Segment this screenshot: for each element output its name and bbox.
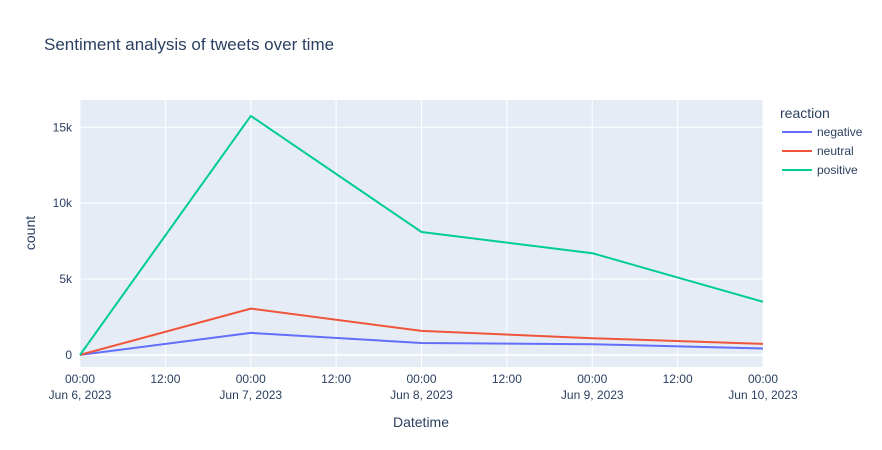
series-line-neutral <box>79 307 764 356</box>
y-tick-label: 0 <box>65 348 72 362</box>
legend-item-neutral[interactable]: neutral <box>782 144 854 158</box>
legend-item-positive[interactable]: positive <box>782 163 858 177</box>
gridlines <box>79 100 764 367</box>
legend-title: reaction <box>780 105 830 121</box>
x-tick-date-label: Jun 10, 2023 <box>728 388 798 402</box>
series-line-positive <box>79 114 764 356</box>
y-tick-label: 15k <box>53 120 73 134</box>
x-tick-label: 12:00 <box>492 372 522 386</box>
x-tick-date-label: Jun 6, 2023 <box>49 388 112 402</box>
series-line-negative <box>79 331 764 356</box>
x-tick-date-label: Jun 8, 2023 <box>390 388 453 402</box>
x-tick-date-label: Jun 7, 2023 <box>219 388 282 402</box>
y-tick-label: 10k <box>53 196 73 210</box>
chart-title: Sentiment analysis of tweets over time <box>44 35 334 54</box>
x-tick-label: 00:00 <box>65 372 95 386</box>
legend-item-negative[interactable]: negative <box>782 125 863 139</box>
x-tick-label: 00:00 <box>236 372 266 386</box>
legend[interactable]: reaction negative neutral positive <box>780 105 863 177</box>
x-tick-label: 12:00 <box>321 372 351 386</box>
x-tick-label: 00:00 <box>406 372 436 386</box>
legend-label: neutral <box>817 144 854 158</box>
legend-label: positive <box>817 163 858 177</box>
series-lines <box>79 114 764 356</box>
x-tick-label: 00:00 <box>577 372 607 386</box>
x-tick-date-label: Jun 9, 2023 <box>561 388 624 402</box>
x-tick-label: 00:00 <box>748 372 778 386</box>
y-tick-label: 5k <box>59 272 73 286</box>
x-axis-title: Datetime <box>393 414 449 430</box>
x-tick-label: 12:00 <box>150 372 180 386</box>
x-tick-label: 12:00 <box>663 372 693 386</box>
y-axis-ticks: 0 5k 10k 15k <box>53 120 73 362</box>
y-axis-title: count <box>22 216 38 250</box>
legend-label: negative <box>817 125 863 139</box>
x-axis-ticks: 00:00 Jun 6, 2023 12:00 00:00 Jun 7, 2023 12:… <box>49 372 798 402</box>
